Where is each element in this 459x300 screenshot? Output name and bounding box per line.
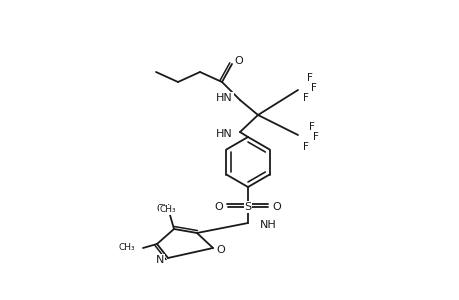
Text: CH₃: CH₃ (118, 244, 134, 253)
Text: F: F (302, 93, 308, 103)
Text: O: O (272, 202, 281, 212)
Text: F: F (308, 122, 314, 132)
Text: O: O (214, 202, 223, 212)
Text: NH: NH (259, 220, 276, 230)
Text: N: N (156, 255, 164, 265)
Text: O: O (216, 245, 225, 255)
Text: HN: HN (216, 93, 233, 103)
Text: F: F (302, 142, 308, 152)
Text: O: O (234, 56, 243, 66)
Text: HN: HN (216, 129, 233, 139)
Text: CH₃: CH₃ (157, 204, 175, 214)
Text: F: F (313, 132, 318, 142)
Text: CH₃: CH₃ (159, 206, 176, 214)
Text: F: F (307, 73, 312, 83)
Text: S: S (244, 202, 251, 212)
Text: F: F (310, 83, 316, 93)
